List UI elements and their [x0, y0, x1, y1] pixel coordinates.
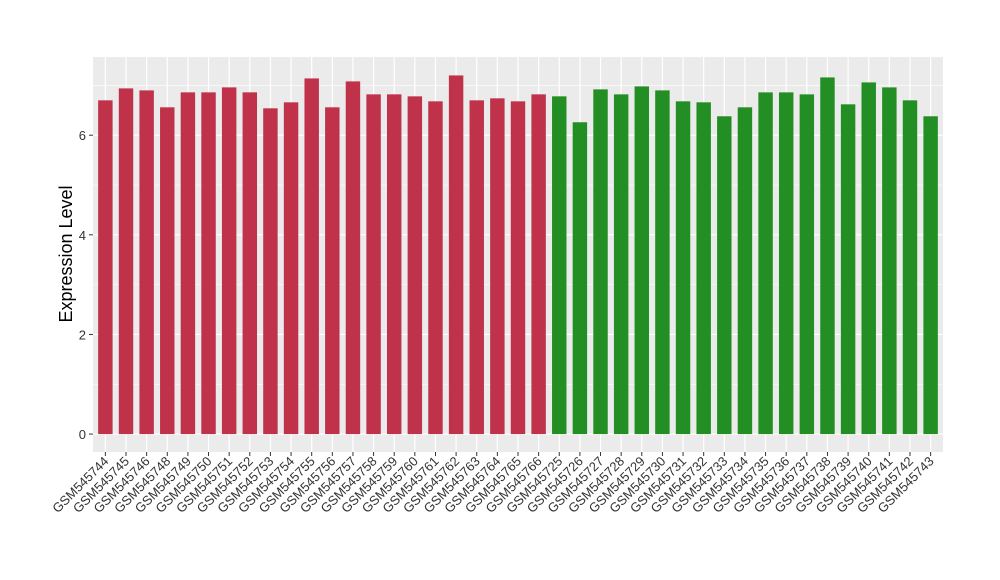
y-tick-label: 6 [79, 128, 86, 143]
bar [902, 100, 918, 435]
bar [593, 89, 608, 435]
bar [242, 92, 258, 435]
bar [345, 81, 361, 435]
y-tick-label: 4 [79, 228, 86, 243]
bar [552, 96, 567, 435]
bar [531, 94, 546, 435]
bar [655, 90, 670, 435]
bar [923, 116, 938, 435]
bar [428, 101, 443, 435]
bar [180, 92, 196, 435]
bar [304, 78, 319, 435]
y-tick-label: 2 [79, 327, 86, 342]
bar [778, 92, 794, 435]
bar [386, 94, 402, 435]
bar [221, 87, 237, 435]
bar [882, 87, 897, 435]
bar [490, 98, 505, 435]
bar [510, 101, 526, 435]
bar [717, 116, 732, 435]
bar [758, 92, 773, 435]
bar [737, 107, 753, 435]
bar [696, 102, 711, 435]
bar [263, 108, 278, 435]
bar [799, 94, 815, 435]
bar [572, 122, 588, 435]
bar [201, 92, 216, 435]
bar [283, 102, 299, 435]
bar [325, 107, 340, 435]
bar [469, 100, 484, 435]
bar [840, 104, 856, 435]
bar [448, 75, 464, 435]
bar [861, 82, 876, 435]
bar [407, 96, 423, 435]
bar [98, 100, 113, 435]
bar [634, 86, 650, 435]
bar [366, 94, 381, 435]
bar [675, 101, 691, 435]
y-axis-title: Expression Level [56, 185, 76, 322]
y-tick-label: 0 [79, 427, 86, 442]
bar [139, 90, 154, 435]
bar [160, 107, 175, 435]
bar [820, 77, 835, 435]
bar [118, 88, 134, 435]
bar [613, 94, 629, 435]
